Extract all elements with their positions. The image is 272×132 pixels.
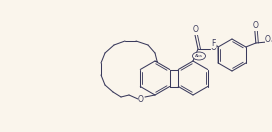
- Text: F: F: [211, 39, 215, 48]
- Text: O: O: [253, 22, 259, 30]
- Text: O: O: [265, 36, 271, 44]
- Text: O: O: [193, 25, 199, 34]
- Text: O: O: [138, 95, 144, 103]
- Text: O: O: [211, 44, 217, 53]
- Text: Abs: Abs: [195, 54, 203, 58]
- Ellipse shape: [193, 52, 206, 60]
